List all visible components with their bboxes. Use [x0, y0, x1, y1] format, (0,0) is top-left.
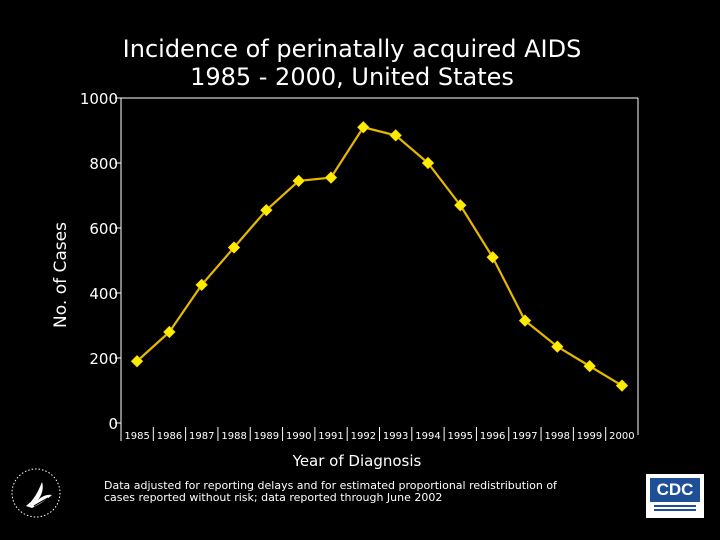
data-point-marker [195, 278, 209, 292]
x-tick-label: 1999 [577, 431, 602, 442]
y-axis-ticks: 0 200 400 600 800 1000 [80, 90, 121, 433]
y-tick-label: 0 [108, 415, 118, 433]
cdc-logo-text: CDC [650, 478, 700, 502]
x-tick-label: 1985 [124, 431, 149, 442]
x-tick-label: 1989 [254, 431, 279, 442]
data-point-marker [550, 340, 564, 353]
cdc-logo-tagline-lines [654, 505, 696, 507]
y-tick-label: 800 [89, 155, 118, 173]
x-tick-label: 1995 [448, 431, 473, 442]
chart-axes [120, 97, 639, 435]
x-tick-label: 1987 [189, 431, 214, 442]
data-point-marker [130, 354, 144, 368]
data-point-marker [324, 171, 338, 184]
x-tick-label: 1996 [480, 431, 505, 442]
data-point-marker [292, 174, 306, 188]
data-point-marker [162, 325, 176, 339]
x-tick-label: 1994 [415, 431, 440, 442]
y-tick-label: 200 [89, 350, 118, 368]
x-tick-label: 1998 [544, 431, 569, 442]
chart-title-line2: 1985 - 2000, United States [190, 63, 514, 91]
x-tick-label: 1997 [512, 431, 537, 442]
data-point-marker [227, 241, 241, 254]
y-tick-label: 600 [89, 220, 118, 238]
data-point-marker [583, 359, 597, 373]
x-axis-ticks: 1985 1986 1987 1988 1989 1990 1991 1992 1993 1994… [120, 427, 635, 442]
y-tick-label: 1000 [80, 90, 118, 108]
footnote: Data adjusted for reporting delays and f… [104, 479, 557, 504]
data-point-marker [259, 203, 273, 217]
x-tick-label: 1986 [157, 431, 182, 442]
hhs-eagle-seal-icon [11, 468, 61, 518]
x-tick-label: 1991 [318, 431, 343, 442]
y-tick-label: 400 [89, 285, 118, 303]
x-axis-label: Year of Diagnosis [292, 452, 422, 470]
data-point-marker [421, 156, 435, 170]
x-tick-label: 1990 [286, 431, 311, 442]
x-tick-label: 1993 [383, 431, 408, 442]
x-tick-label: 2000 [609, 431, 634, 442]
series-line [136, 125, 623, 387]
chart-title-line1: Incidence of perinatally acquired AIDS [122, 35, 582, 63]
data-point-marker [453, 198, 467, 212]
x-tick-label: 1988 [221, 431, 246, 442]
data-point-marker [518, 314, 532, 327]
y-axis-label: No. of Cases [51, 222, 71, 328]
x-tick-label: 1992 [351, 431, 376, 442]
data-point-marker [356, 120, 370, 134]
data-point-marker [389, 129, 403, 142]
series-group [130, 120, 629, 392]
cdc-logo: CDC [646, 474, 704, 518]
data-point-marker [615, 379, 629, 392]
data-point-marker [486, 250, 500, 264]
